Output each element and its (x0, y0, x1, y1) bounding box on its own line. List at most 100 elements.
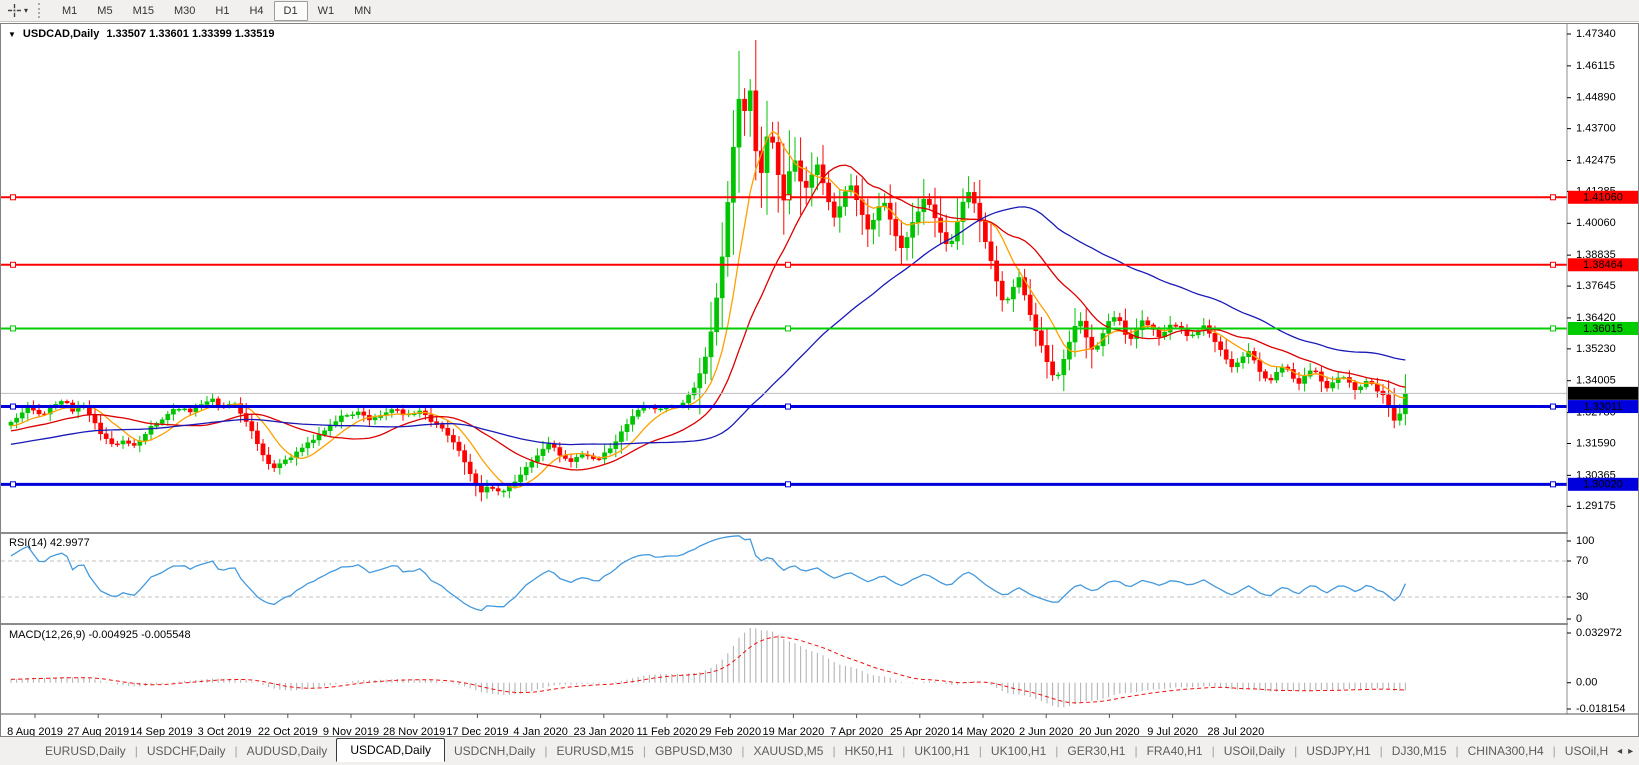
hline-price-label: 1.33011 (1568, 400, 1638, 414)
chart-tab-USDCNH-Daily[interactable]: USDCNH,Daily (454, 744, 536, 758)
timeframe-button-M1[interactable]: M1 (62, 4, 78, 17)
crosshair-tool-button[interactable]: ▾ (4, 2, 31, 19)
hline-handle[interactable] (1550, 403, 1556, 410)
date-tick-label: 4 Jan 2020 (513, 726, 567, 736)
timeframe-button-H4[interactable]: H4 (249, 4, 264, 17)
macd-scale-label: -0.018154 (1576, 703, 1626, 715)
tab-separator: | (832, 744, 836, 758)
price-tick-label: 1.34005 (1576, 375, 1616, 387)
chart-tab-UK100-H1[interactable]: UK100,H1 (914, 744, 970, 758)
svg-text:1.41060: 1.41060 (1583, 192, 1623, 204)
hline-handle[interactable] (10, 194, 16, 201)
timeframe-button-M5[interactable]: M5 (97, 4, 113, 17)
timeframe-button-M15[interactable]: M15 (132, 4, 154, 17)
tab-separator: | (902, 744, 906, 758)
rsi-macd-separator[interactable] (1, 623, 1638, 625)
chart-tab-DJ30-M15[interactable]: DJ30,M15 (1391, 744, 1447, 758)
hline-handle[interactable] (10, 325, 16, 332)
date-tick-label: 29 Feb 2020 (699, 726, 761, 736)
tab-separator: | (1055, 744, 1059, 758)
chart-tab-GER30-H1[interactable]: GER30,H1 (1067, 744, 1126, 758)
hline-handle[interactable] (1550, 481, 1556, 488)
svg-text:1.36015: 1.36015 (1583, 323, 1623, 335)
tab-separator: | (234, 744, 238, 758)
chart-tab-GBPUSD-M30[interactable]: GBPUSD,M30 (654, 744, 733, 758)
hline-handle[interactable] (10, 481, 16, 488)
hline-1.33011[interactable] (1, 403, 1567, 410)
timeframe-button-D1[interactable]: D1 (273, 0, 308, 21)
date-tick-label: 2 Jun 2020 (1019, 726, 1073, 736)
tab-scroll-right-icon[interactable]: ▸ (1628, 745, 1634, 757)
svg-text:1.38464: 1.38464 (1583, 259, 1623, 271)
timeframe-button-MN[interactable]: MN (354, 4, 372, 17)
chart-tab-CHINA300-H4[interactable]: CHINA300,H4 (1467, 744, 1544, 758)
hline-handle[interactable] (1550, 325, 1556, 332)
date-tick-label: 9 Jul 2020 (1147, 726, 1198, 736)
window-menu-icon[interactable]: ▼ (8, 29, 16, 39)
date-tick-label: 27 Aug 2019 (67, 726, 129, 736)
chart-tab-HK50-H1[interactable]: HK50,H1 (844, 744, 894, 758)
main-rsi-separator[interactable] (1, 532, 1638, 534)
chart-tab-USDCHF-Daily[interactable]: USDCHF,Daily (146, 744, 226, 758)
timeframe-button-M30[interactable]: M30 (173, 4, 196, 17)
hline-handle[interactable] (785, 325, 791, 332)
hline-1.38464[interactable] (1, 261, 1567, 268)
hline-price-label: 1.41060 (1568, 190, 1638, 204)
tab-separator: | (1379, 744, 1383, 758)
hline-handle[interactable] (785, 481, 791, 488)
chart-window: 1.473401.461151.448901.437001.424751.412… (0, 23, 1639, 737)
tab-separator: | (1211, 744, 1215, 758)
date-tick-label: 14 May 2020 (951, 726, 1015, 736)
hline-handle[interactable] (785, 194, 791, 201)
timeframe-button-W1[interactable]: W1 (317, 4, 335, 17)
chart-tab-USDJPY-H1[interactable]: USDJPY,H1 (1306, 744, 1371, 758)
chart-tab-XAUUSD-M5[interactable]: XAUUSD,M5 (753, 744, 824, 758)
hline-handle[interactable] (785, 261, 791, 268)
tab-separator: | (1294, 744, 1298, 758)
date-tick-label: 23 Jan 2020 (574, 726, 635, 736)
date-tick-label: 3 Oct 2019 (198, 726, 252, 736)
chart-tab-USDCAD-Daily[interactable]: USDCAD,Daily (336, 738, 445, 762)
chart-tab-UK100-H1[interactable]: UK100,H1 (990, 744, 1047, 758)
price-tick-label: 1.35230 (1576, 343, 1616, 355)
toolbar-grip[interactable] (38, 3, 43, 18)
ohlc-values: 1.33507 1.33601 1.33399 1.33519 (106, 28, 275, 40)
hline-handle[interactable] (1550, 261, 1556, 268)
macd-indicator-label: MACD(12,26,9) -0.004925 -0.005548 (9, 629, 191, 641)
hline-handle[interactable] (785, 403, 791, 410)
hline-handle[interactable] (1550, 194, 1556, 201)
hline-handle[interactable] (10, 403, 16, 410)
macd-histogram (10, 628, 1406, 708)
price-tick-label: 1.31590 (1576, 437, 1616, 449)
hline-1.30020[interactable] (1, 481, 1567, 488)
crosshair-icon (8, 4, 21, 17)
date-tick-label: 7 Apr 2020 (830, 726, 883, 736)
svg-text:1.33011: 1.33011 (1584, 401, 1623, 413)
chart-canvas[interactable]: 1.473401.461151.448901.437001.424751.412… (1, 24, 1638, 736)
chart-tab-USOil-H[interactable]: USOil,H (1564, 744, 1609, 758)
dropdown-arrow-icon[interactable]: ▾ (24, 6, 29, 15)
tab-separator: | (1455, 744, 1459, 758)
rsi-line (10, 535, 1406, 612)
hline-handle[interactable] (10, 261, 16, 268)
tab-scroll-left-icon[interactable]: ◂ (1617, 745, 1623, 757)
hline-1.36015[interactable] (1, 325, 1567, 332)
hline-1.41060[interactable] (1, 194, 1567, 201)
price-tick-label: 1.38835 (1576, 249, 1616, 261)
chart-tab-EURUSD-M15[interactable]: EURUSD,M15 (556, 744, 634, 758)
bid-price-label: 1.33519 (1568, 386, 1638, 400)
chart-tab-EURUSD-Daily[interactable]: EURUSD,Daily (45, 744, 126, 758)
rsi-scale-label: 100 (1576, 535, 1594, 547)
date-tick-label: 20 Jun 2020 (1079, 726, 1140, 736)
rsi-scale-label: 70 (1576, 555, 1588, 567)
symbol-period-label: USDCAD,Daily (22, 28, 100, 40)
chart-tab-AUDUSD-Daily[interactable]: AUDUSD,Daily (246, 744, 328, 758)
timeframe-button-H1[interactable]: H1 (215, 4, 230, 17)
chart-tab-FRA40-H1[interactable]: FRA40,H1 (1146, 744, 1203, 758)
date-tick-label: 8 Aug 2019 (7, 726, 63, 736)
date-tick-label: 28 Nov 2019 (383, 726, 445, 736)
ma-slow-line (10, 206, 1406, 446)
tab-separator: | (134, 744, 138, 758)
date-tick-label: 25 Apr 2020 (890, 726, 949, 736)
chart-tab-USOil-Daily[interactable]: USOil,Daily (1223, 744, 1286, 758)
